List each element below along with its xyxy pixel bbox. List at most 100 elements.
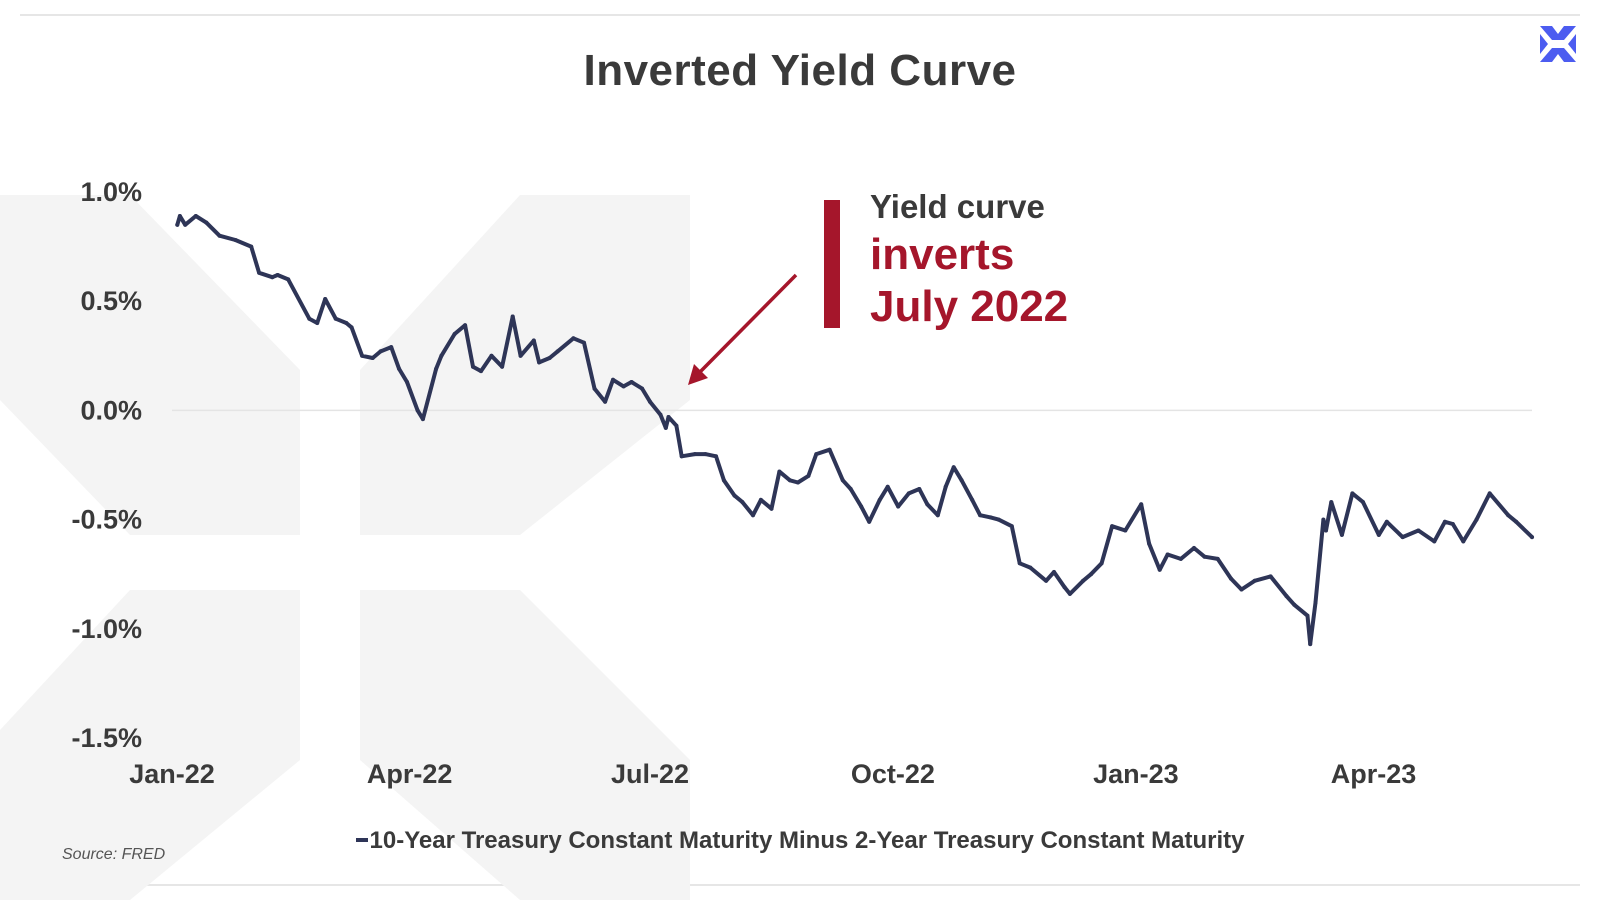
series-points (175, 214, 1534, 647)
data-point (531, 338, 536, 343)
legend-label: 10-Year Treasury Constant Maturity Minus… (369, 827, 1245, 854)
data-point (177, 214, 182, 218)
y-tick-label: -1.0% (71, 614, 142, 644)
bottom-divider (20, 884, 1580, 886)
data-point (452, 332, 457, 336)
data-point (1487, 491, 1492, 496)
data-point (1123, 528, 1128, 533)
data-point (1009, 524, 1014, 529)
data-point (275, 273, 280, 277)
series-line-10y-minus-2y (175, 214, 1534, 647)
data-point (1361, 500, 1365, 505)
data-point (611, 377, 615, 382)
data-point (1089, 572, 1093, 577)
y-tick-label: 1.0% (80, 177, 142, 207)
data-point (769, 506, 774, 511)
data-point (489, 353, 494, 358)
data-point (1350, 491, 1355, 496)
data-point (621, 384, 626, 389)
data-point (1305, 613, 1310, 618)
data-point (344, 321, 349, 325)
data-point (1062, 585, 1067, 590)
data-point (1139, 502, 1144, 507)
data-point (1450, 522, 1455, 526)
data-point (193, 214, 198, 218)
data-point (1239, 587, 1244, 592)
data-point (827, 447, 832, 452)
x-cross-logo-icon (1540, 26, 1576, 62)
y-tick-label: 0.0% (80, 395, 142, 425)
data-point (518, 353, 523, 358)
data-point (389, 345, 394, 350)
legend-swatch (355, 837, 368, 842)
data-point (1081, 578, 1086, 583)
data-point (1147, 541, 1152, 546)
data-point (1215, 556, 1220, 561)
data-point (1324, 528, 1328, 533)
data-point (1474, 517, 1479, 522)
annotation-line-1: Yield curve (870, 188, 1045, 225)
data-point (943, 484, 948, 489)
data-point (996, 517, 1001, 522)
data-point (1329, 500, 1334, 505)
data-point (571, 336, 576, 341)
data-point (603, 399, 608, 404)
data-point (1442, 519, 1447, 524)
data-point (1292, 602, 1297, 607)
x-tick-label: Jan-22 (129, 759, 215, 789)
data-point (714, 454, 718, 459)
annotation-line-2: inverts (870, 230, 1015, 279)
data-point (510, 314, 515, 319)
data-point (629, 380, 634, 384)
data-point (840, 478, 845, 483)
data-point (323, 297, 328, 301)
data-point (233, 238, 238, 242)
x-tick-label: Oct-22 (851, 759, 935, 789)
data-point (859, 504, 864, 509)
data-point (1432, 539, 1437, 544)
data-point (204, 220, 209, 225)
data-point (877, 497, 882, 502)
data-point (249, 244, 254, 249)
x-tick-label: Apr-23 (1331, 759, 1417, 789)
data-point (758, 497, 763, 502)
data-point (703, 452, 708, 457)
data-point (1178, 556, 1183, 561)
data-point (555, 349, 560, 354)
data-point (1157, 567, 1162, 572)
data-point (1313, 600, 1318, 605)
annotation-callout: Yield curve inverts July 2022 (870, 190, 1068, 329)
annotation-line-3: July 2022 (870, 282, 1069, 331)
data-point (1202, 554, 1207, 559)
data-point (175, 222, 180, 227)
data-point (935, 513, 940, 518)
data-point (906, 491, 911, 496)
data-point (1192, 546, 1196, 550)
data-point (183, 222, 188, 227)
data-point (333, 316, 338, 321)
data-point (217, 233, 222, 238)
top-divider (20, 14, 1580, 16)
data-point (397, 366, 402, 371)
chart-title: Inverted Yield Curve (583, 46, 1017, 95)
data-point (537, 360, 542, 365)
data-point (1416, 528, 1421, 533)
data-point (349, 325, 354, 330)
data-point (360, 353, 365, 358)
data-point (286, 277, 291, 282)
data-point (814, 452, 819, 457)
data-point (307, 316, 312, 321)
data-point (1268, 574, 1273, 579)
data-point (925, 502, 930, 507)
data-point (547, 356, 552, 360)
data-point (674, 423, 679, 428)
data-point (740, 500, 745, 505)
data-point (777, 469, 782, 474)
data-point (1165, 552, 1170, 557)
data-point (1110, 524, 1115, 529)
data-point (270, 275, 275, 280)
data-point (1514, 519, 1519, 524)
y-axis: 1.0% 0.5% 0.0% -0.5% -1.0% -1.5% (71, 177, 142, 753)
x-tick-label: Jul-22 (611, 759, 689, 789)
